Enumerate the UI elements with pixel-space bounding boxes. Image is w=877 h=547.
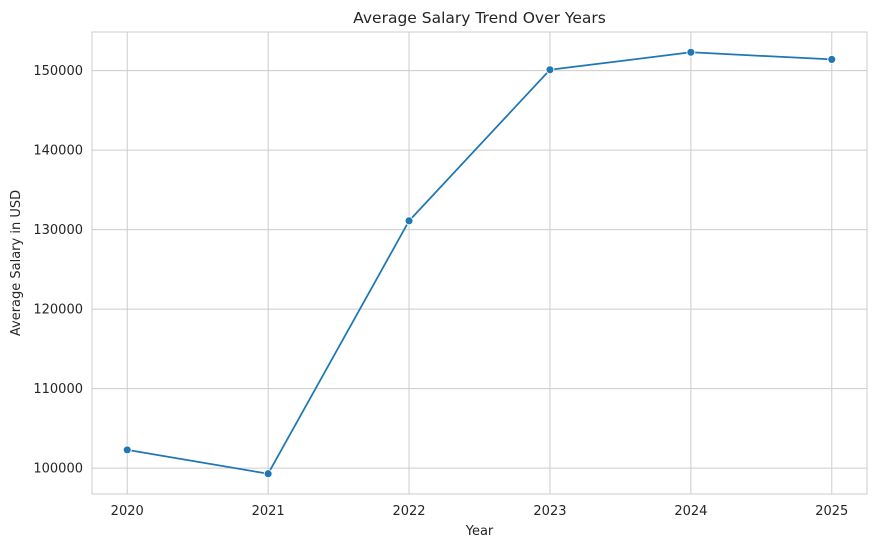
x-tick-label: 2023 [533,504,566,519]
x-tick-label: 2022 [392,504,425,519]
y-axis-label: Average Salary in USD [9,190,24,336]
y-tick-label: 140000 [33,144,83,159]
y-tick-label: 150000 [33,64,83,79]
plot-area-border [91,31,868,495]
data-point-2022 [404,216,414,226]
grid-lines [92,32,867,494]
y-axis-ticks: 100000 110000 120000 130000 140000 150000 [33,64,83,477]
x-tick-label: 2024 [674,504,707,519]
data-point-2023 [545,65,555,75]
x-tick-label: 2025 [815,504,848,519]
x-tick-label: 2021 [252,504,285,519]
x-axis-label: Year [465,524,494,539]
y-tick-label: 120000 [33,303,83,318]
chart-title: Average Salary Trend Over Years [353,9,606,27]
x-axis-ticks: 2020 2021 2022 2023 2024 2025 [111,504,849,519]
data-point-2020 [122,445,132,455]
y-tick-label: 130000 [33,223,83,238]
data-point-2021 [263,469,273,479]
data-point-2024 [686,47,696,57]
data-point-2025 [827,54,837,64]
x-tick-label: 2020 [111,504,144,519]
series-line [126,51,833,475]
y-tick-label: 110000 [33,382,83,397]
y-tick-label: 100000 [33,462,83,477]
series-layer [122,47,837,479]
